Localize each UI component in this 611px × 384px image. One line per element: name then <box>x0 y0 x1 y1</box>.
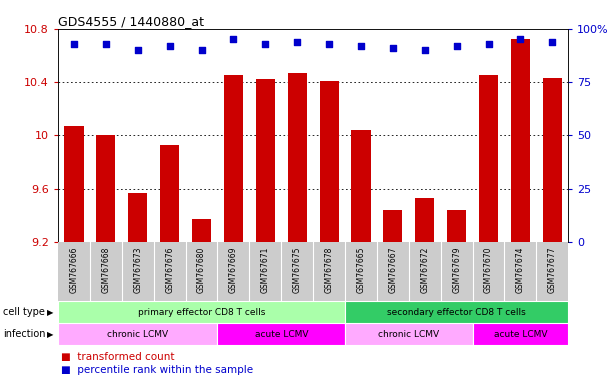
Text: GSM767666: GSM767666 <box>70 247 78 293</box>
Text: infection: infection <box>3 329 46 339</box>
Bar <box>479 75 498 242</box>
Text: GSM767676: GSM767676 <box>165 247 174 293</box>
Text: GSM767665: GSM767665 <box>356 247 365 293</box>
Bar <box>160 145 179 242</box>
Text: chronic LCMV: chronic LCMV <box>378 330 439 339</box>
Bar <box>218 323 345 345</box>
Point <box>197 47 207 53</box>
Point <box>484 41 494 47</box>
Text: GSM767669: GSM767669 <box>229 247 238 293</box>
Bar <box>320 81 338 242</box>
Point <box>260 41 270 47</box>
Bar <box>224 75 243 242</box>
Bar <box>511 40 530 242</box>
Point <box>420 47 430 53</box>
Text: GSM767670: GSM767670 <box>484 247 493 293</box>
Point <box>516 36 525 43</box>
Point <box>388 45 398 51</box>
Point <box>101 41 111 47</box>
Bar <box>447 210 466 242</box>
Bar <box>97 135 115 242</box>
Bar <box>472 323 568 345</box>
Text: GSM767671: GSM767671 <box>261 247 270 293</box>
Bar <box>383 210 403 242</box>
Point <box>547 38 557 45</box>
Bar <box>345 301 568 323</box>
Text: GSM767675: GSM767675 <box>293 247 302 293</box>
Point <box>324 41 334 47</box>
Text: GSM767668: GSM767668 <box>101 247 111 293</box>
Text: GSM767672: GSM767672 <box>420 247 430 293</box>
Point <box>452 43 461 49</box>
Bar <box>351 130 370 242</box>
Bar <box>256 79 275 242</box>
Point <box>133 47 142 53</box>
Text: secondary effector CD8 T cells: secondary effector CD8 T cells <box>387 308 526 317</box>
Bar <box>58 323 218 345</box>
Text: ▶: ▶ <box>48 308 54 317</box>
Text: GDS4555 / 1440880_at: GDS4555 / 1440880_at <box>58 15 204 28</box>
Text: GSM767667: GSM767667 <box>389 247 397 293</box>
Point <box>356 43 366 49</box>
Text: acute LCMV: acute LCMV <box>255 330 308 339</box>
Text: acute LCMV: acute LCMV <box>494 330 547 339</box>
Bar <box>58 301 345 323</box>
Point <box>69 41 79 47</box>
Text: GSM767673: GSM767673 <box>133 247 142 293</box>
Text: GSM767679: GSM767679 <box>452 247 461 293</box>
Bar <box>64 126 84 242</box>
Bar <box>543 78 562 242</box>
Bar <box>288 73 307 242</box>
Text: ▶: ▶ <box>48 330 54 339</box>
Text: GSM767680: GSM767680 <box>197 247 206 293</box>
Bar <box>415 198 434 242</box>
Bar <box>192 219 211 242</box>
Bar <box>345 323 472 345</box>
Bar <box>128 193 147 242</box>
Text: cell type: cell type <box>3 307 45 318</box>
Point <box>165 43 175 49</box>
Text: ■  transformed count: ■ transformed count <box>61 352 175 362</box>
Text: chronic LCMV: chronic LCMV <box>107 330 168 339</box>
Text: primary effector CD8 T cells: primary effector CD8 T cells <box>138 308 265 317</box>
Text: ■  percentile rank within the sample: ■ percentile rank within the sample <box>61 365 253 375</box>
Text: GSM767677: GSM767677 <box>548 247 557 293</box>
Point <box>292 38 302 45</box>
Text: GSM767674: GSM767674 <box>516 247 525 293</box>
Text: GSM767678: GSM767678 <box>324 247 334 293</box>
Point <box>229 36 238 43</box>
